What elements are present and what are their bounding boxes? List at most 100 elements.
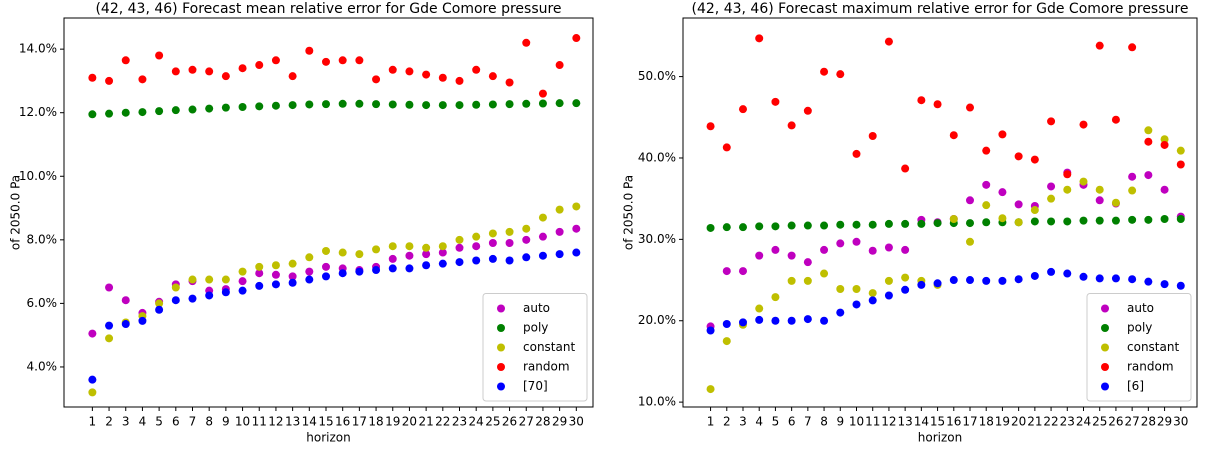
x-tick-label: 12	[881, 415, 896, 429]
point	[722, 143, 731, 152]
x-tick-label: 8	[820, 415, 828, 429]
point	[1047, 194, 1056, 203]
point	[405, 67, 414, 76]
point	[572, 34, 581, 43]
point	[771, 97, 780, 106]
point	[1014, 152, 1023, 161]
point	[338, 99, 347, 108]
point	[1160, 185, 1169, 194]
point	[1063, 170, 1072, 179]
point	[171, 283, 180, 292]
point	[901, 245, 910, 254]
point	[982, 180, 991, 189]
x-tick-label: 6	[172, 415, 180, 429]
point	[321, 57, 330, 66]
point	[238, 64, 247, 73]
point	[787, 276, 796, 285]
point	[755, 34, 764, 43]
y-tick-label: 14.0%	[19, 42, 57, 56]
x-tick-label: 14	[302, 415, 317, 429]
point	[884, 243, 893, 252]
point	[1079, 120, 1088, 129]
point	[405, 251, 414, 260]
point	[171, 296, 180, 305]
point	[1047, 217, 1056, 226]
point	[836, 284, 845, 293]
point	[803, 258, 812, 267]
y-tick-label: 12.0%	[19, 105, 57, 119]
point	[488, 229, 497, 238]
legend-label: constant	[523, 340, 575, 354]
point	[488, 254, 497, 263]
chart-title: (42, 43, 46) Forecast mean relative erro…	[95, 1, 561, 17]
point	[572, 99, 581, 108]
legend-label: random	[523, 360, 570, 374]
x-tick-label: 30	[569, 415, 584, 429]
point	[982, 201, 991, 210]
point	[388, 100, 397, 109]
point	[505, 100, 514, 109]
point	[288, 272, 297, 281]
point	[221, 103, 230, 112]
x-tick-label: 29	[552, 415, 567, 429]
point	[155, 51, 164, 60]
x-tick-label: 17	[352, 415, 367, 429]
point	[305, 253, 314, 262]
x-tick-label: 21	[418, 415, 433, 429]
legend-box	[1086, 293, 1192, 402]
point	[505, 239, 514, 248]
point	[803, 106, 812, 115]
point	[505, 227, 514, 236]
point	[321, 246, 330, 255]
point	[1030, 217, 1039, 226]
point	[771, 293, 780, 302]
x-tick-label: 20	[402, 415, 417, 429]
point	[1144, 215, 1153, 224]
point	[221, 72, 230, 81]
point	[1095, 41, 1104, 50]
point	[836, 220, 845, 229]
x-tick-label: 4	[139, 415, 147, 429]
point	[771, 222, 780, 231]
point	[455, 101, 464, 110]
x-tick-label: 19	[995, 415, 1010, 429]
legend-label: poly	[1127, 321, 1152, 335]
point	[868, 132, 877, 141]
point	[1047, 182, 1056, 191]
point	[88, 110, 97, 119]
point	[555, 99, 564, 108]
point	[221, 288, 230, 297]
x-tick-label: 9	[836, 415, 844, 429]
x-tick-label: 23	[1060, 415, 1075, 429]
point	[868, 246, 877, 255]
point	[438, 248, 447, 257]
point	[488, 100, 497, 109]
point	[472, 232, 481, 241]
x-tick-label: 25	[1092, 415, 1107, 429]
point	[1095, 274, 1104, 283]
x-tick-label: 3	[122, 415, 130, 429]
point	[722, 267, 731, 276]
point	[917, 96, 926, 105]
legend-label: poly	[523, 321, 548, 335]
x-tick-label: 28	[535, 415, 550, 429]
point	[188, 65, 197, 74]
x-tick-label: 29	[1157, 415, 1172, 429]
point	[321, 100, 330, 109]
point	[738, 223, 747, 232]
point	[255, 262, 264, 271]
point	[1111, 216, 1120, 225]
point	[355, 99, 364, 108]
point	[288, 101, 297, 110]
point	[1030, 155, 1039, 164]
point	[355, 56, 364, 65]
point	[738, 267, 747, 276]
point	[1079, 272, 1088, 281]
x-tick-label: 5	[772, 415, 780, 429]
point	[288, 278, 297, 287]
x-tick-label: 18	[979, 415, 994, 429]
x-tick-label: 1	[707, 415, 715, 429]
point	[1047, 267, 1056, 276]
point	[121, 56, 130, 65]
